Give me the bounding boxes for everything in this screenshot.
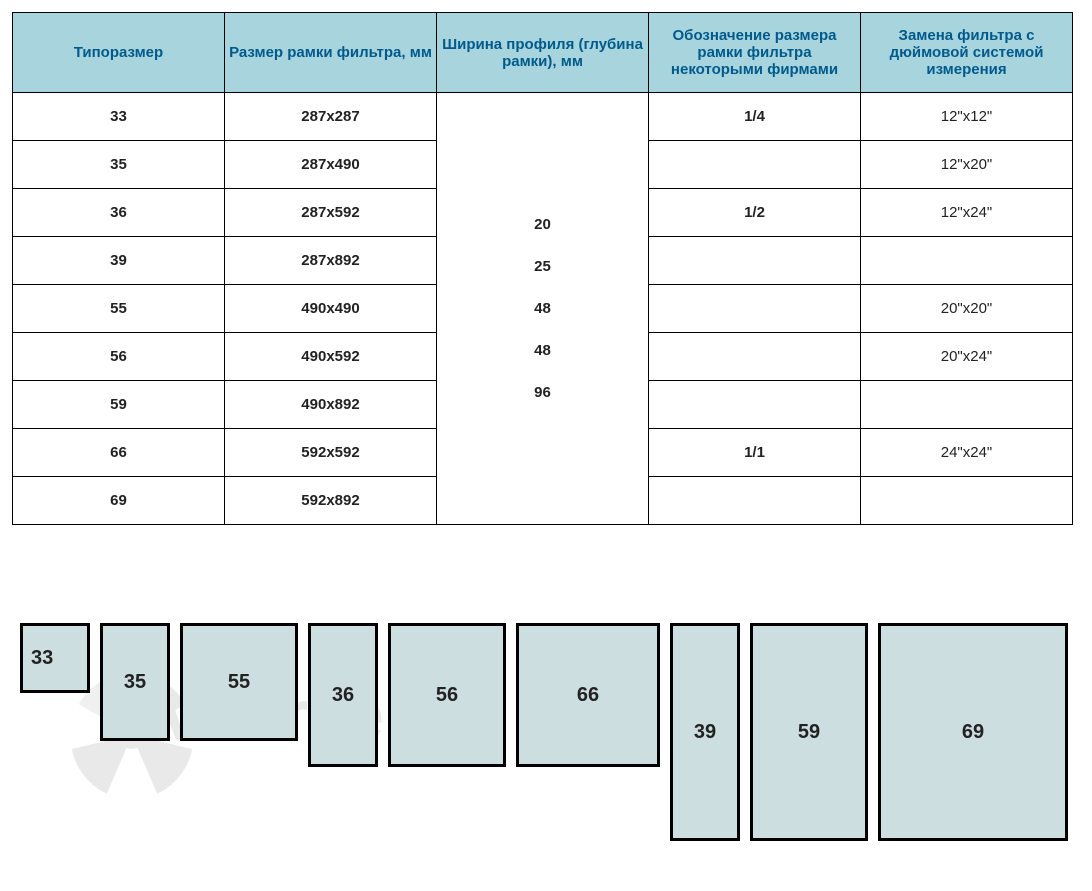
shape-66: 66 (516, 623, 660, 767)
shape-label: 56 (436, 684, 458, 707)
cell-oboz (649, 237, 861, 285)
cell-razmer: 287x490 (225, 141, 437, 189)
cell-zamena: 12"x24" (861, 189, 1073, 237)
profile-width-value: 96 (437, 372, 648, 414)
table-row: 33 287x287 20 25 48 48 96 1/4 12"x12" (13, 93, 1073, 141)
cell-oboz (649, 141, 861, 189)
cell-oboz (649, 285, 861, 333)
cell-zamena (861, 381, 1073, 429)
cell-tiporazmer: 56 (13, 333, 225, 381)
cell-razmer: 490x592 (225, 333, 437, 381)
cell-tiporazmer: 36 (13, 189, 225, 237)
profile-width-value: 25 (437, 246, 648, 288)
shape-55: 55 (180, 623, 298, 741)
col-header-profil: Ширина профиля (глубина рамки), мм (437, 13, 649, 93)
shape-36: 36 (308, 623, 378, 767)
cell-zamena: 24"x24" (861, 429, 1073, 477)
cell-razmer: 490x892 (225, 381, 437, 429)
cell-oboz: 1/4 (649, 93, 861, 141)
shape-label: 55 (228, 671, 250, 694)
cell-tiporazmer: 69 (13, 477, 225, 525)
cell-profile-merged: 20 25 48 48 96 (437, 93, 649, 525)
shape-label: 69 (962, 721, 984, 744)
cell-tiporazmer: 33 (13, 93, 225, 141)
cell-razmer: 287x287 (225, 93, 437, 141)
cell-razmer: 592x592 (225, 429, 437, 477)
cell-razmer: 592x892 (225, 477, 437, 525)
cell-tiporazmer: 66 (13, 429, 225, 477)
cell-oboz (649, 381, 861, 429)
shape-39: 39 (670, 623, 740, 841)
cell-oboz: 1/2 (649, 189, 861, 237)
shape-56: 56 (388, 623, 506, 767)
shape-59: 59 (750, 623, 868, 841)
cell-razmer: 287x892 (225, 237, 437, 285)
cell-tiporazmer: 55 (13, 285, 225, 333)
profile-width-value: 48 (437, 288, 648, 330)
col-header-razmer: Размер рамки фильтра, мм (225, 13, 437, 93)
cell-razmer: 490x490 (225, 285, 437, 333)
cell-zamena: 12"x20" (861, 141, 1073, 189)
filter-sizes-table: Типоразмер Размер рамки фильтра, мм Шири… (12, 12, 1073, 525)
col-header-tiporazmer: Типоразмер (13, 13, 225, 93)
cell-oboz (649, 477, 861, 525)
shape-label: 59 (798, 721, 820, 744)
shape-33: 33 (20, 623, 90, 693)
shape-label: 33 (31, 647, 53, 670)
table-header-row: Типоразмер Размер рамки фильтра, мм Шири… (13, 13, 1073, 93)
profile-width-value: 20 (437, 204, 648, 246)
shape-label: 36 (332, 684, 354, 707)
cell-zamena: 12"x12" (861, 93, 1073, 141)
cell-zamena (861, 237, 1073, 285)
cell-razmer: 287x592 (225, 189, 437, 237)
shape-label: 35 (124, 671, 146, 694)
cell-zamena: 20"x24" (861, 333, 1073, 381)
shape-label: 66 (577, 684, 599, 707)
cell-oboz (649, 333, 861, 381)
cell-tiporazmer: 35 (13, 141, 225, 189)
col-header-zamena: Замена фильтра с дюймовой системой измер… (861, 13, 1073, 93)
shape-label: 39 (694, 721, 716, 744)
shape-35: 35 (100, 623, 170, 741)
cell-tiporazmer: 39 (13, 237, 225, 285)
shape-69: 69 (878, 623, 1068, 841)
cell-zamena (861, 477, 1073, 525)
cell-zamena: 20"x20" (861, 285, 1073, 333)
cell-tiporazmer: 59 (13, 381, 225, 429)
profile-width-value: 48 (437, 330, 648, 372)
col-header-oboz: Обозначение размера рамки фильтра некото… (649, 13, 861, 93)
cell-oboz: 1/1 (649, 429, 861, 477)
size-diagram: venree 33 35 55 36 56 66 39 59 69 (12, 615, 1072, 865)
